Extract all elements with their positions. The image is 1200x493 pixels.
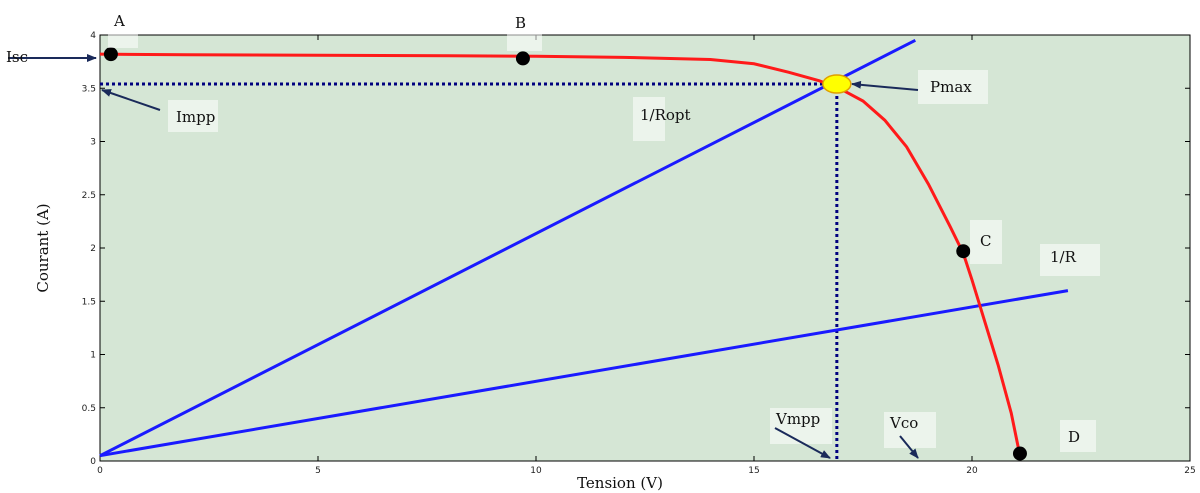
label-box-a [108, 6, 138, 48]
x-tick-label: 10 [530, 466, 542, 476]
label-c: C [980, 232, 991, 250]
impp-arrow [101, 89, 161, 111]
x-tick-label: 20 [966, 466, 978, 476]
y-tick-label: 0 [90, 457, 96, 467]
y-tick-label: 2 [90, 244, 96, 254]
point-a [103, 47, 118, 62]
vco-arrow [899, 435, 919, 459]
y-tick-label: 4 [90, 31, 96, 41]
y-tick-label: 2.5 [82, 191, 96, 201]
point-b [515, 51, 530, 66]
label-isc: Isc [6, 48, 28, 66]
operating-points [103, 47, 1027, 461]
point-d [1012, 446, 1027, 461]
label-box-b [507, 6, 542, 51]
label-box-ropt [633, 97, 665, 141]
label-ropt: 1/Ropt [640, 106, 691, 124]
x-tick-label: 25 [1184, 466, 1195, 476]
label-box-d [1060, 420, 1096, 452]
pmax-point [822, 74, 852, 94]
label-b: B [515, 14, 526, 32]
label-r: 1/R [1050, 248, 1077, 266]
label-box-vco [884, 412, 936, 448]
x-axis-title: Tension (V) [577, 474, 663, 492]
x-tick-label: 5 [315, 466, 321, 476]
x-tick-label: 15 [748, 466, 759, 476]
pmax-arrow [851, 80, 919, 91]
y-tick-label: 1.5 [82, 297, 96, 307]
x-tick-label: 0 [97, 466, 103, 476]
label-box-impp [168, 100, 218, 132]
y-axis-title: Courant (A) [34, 203, 52, 292]
label-box-vmpp [770, 408, 832, 444]
point-c [956, 244, 971, 259]
vmpp-arrow [774, 427, 831, 459]
load-line-ropt [99, 38, 917, 458]
label-pmax: Pmax [930, 78, 972, 96]
label-box-r [1040, 244, 1100, 276]
axis-ticks: 0 5 10 15 20 25 0 0.5 1 1.5 2 2.5 3 3.5 4 [82, 31, 1196, 476]
y-tick-label: 3 [90, 138, 96, 148]
label-d: D [1068, 428, 1080, 446]
label-box-c [970, 220, 1002, 264]
label-box-pmax [918, 70, 988, 104]
label-vco: Vco [889, 414, 918, 432]
y-tick-label: 1 [90, 351, 96, 361]
load-line-r [99, 289, 1069, 458]
y-tick-label: 0.5 [82, 404, 96, 414]
label-vmpp: Vmpp [775, 410, 820, 428]
iv-curve [99, 52, 1022, 456]
label-impp: Impp [176, 108, 215, 126]
label-a: A [113, 12, 125, 30]
y-tick-label: 3.5 [82, 84, 96, 94]
